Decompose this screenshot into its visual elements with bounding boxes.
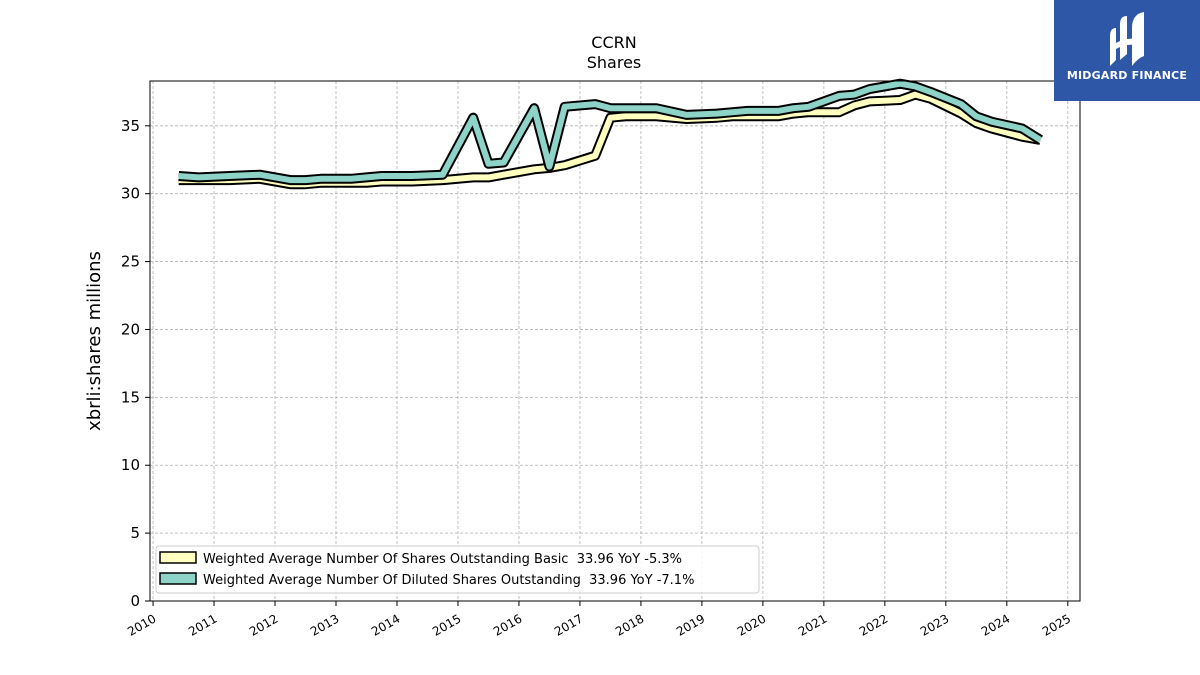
brand-logo: MIDGARD FINANCE <box>1054 0 1200 101</box>
legend-label-basic: Weighted Average Number Of Shares Outsta… <box>203 552 682 567</box>
y-tick-label: 25 <box>121 253 140 271</box>
chart-title: CCRN <box>591 33 636 52</box>
x-tick-label: 2014 <box>369 611 402 638</box>
x-tick-label: 2012 <box>247 611 280 638</box>
y-tick-label: 35 <box>121 117 140 135</box>
x-tick-label: 2020 <box>735 611 768 638</box>
x-tick-label: 2015 <box>430 611 463 638</box>
y-tick-label: 0 <box>130 592 140 610</box>
series-lines <box>178 78 1044 190</box>
x-tick-label: 2022 <box>857 611 890 638</box>
x-tick-label: 2013 <box>308 611 341 638</box>
legend-swatch-diluted <box>159 572 197 585</box>
y-tick-label: 5 <box>130 524 140 542</box>
x-tick-label: 2010 <box>125 611 158 638</box>
legend-label-diluted: Weighted Average Number Of Diluted Share… <box>203 573 694 588</box>
plot-frame <box>149 80 1081 602</box>
series-line-1 <box>178 80 1042 184</box>
x-tick-label: 2025 <box>1040 611 1073 638</box>
logo-mark-icon <box>1110 12 1144 66</box>
legend: Weighted Average Number Of Shares Outsta… <box>155 545 760 594</box>
y-tick-label: 10 <box>121 456 140 474</box>
y-axis-label: xbrli:shares millions <box>84 251 105 431</box>
x-tick-label: 2011 <box>186 611 219 638</box>
x-tick-label: 2024 <box>979 611 1012 638</box>
y-tick-label: 15 <box>121 388 140 406</box>
y-tick-label: 30 <box>121 185 140 203</box>
x-tick-label: 2021 <box>796 611 829 638</box>
x-tick-label: 2017 <box>552 611 585 638</box>
logo-text: MIDGARD FINANCE <box>1066 69 1188 82</box>
legend-box <box>155 545 760 594</box>
x-axis: 2010 2011 2012 2013 2014 2015 2016 2017 2018 2019… <box>125 601 1073 639</box>
legend-swatch-basic <box>159 551 197 564</box>
x-tick-label: 2023 <box>918 611 951 638</box>
y-tick-label: 20 <box>121 320 140 338</box>
chart-subtitle: Shares <box>587 53 642 72</box>
x-tick-label: 2019 <box>674 611 707 638</box>
x-tick-label: 2016 <box>491 611 524 638</box>
y-axis: 0 5 10 15 20 25 30 35 <box>121 117 150 610</box>
x-tick-label: 2018 <box>613 611 646 638</box>
gridlines <box>150 81 1080 602</box>
